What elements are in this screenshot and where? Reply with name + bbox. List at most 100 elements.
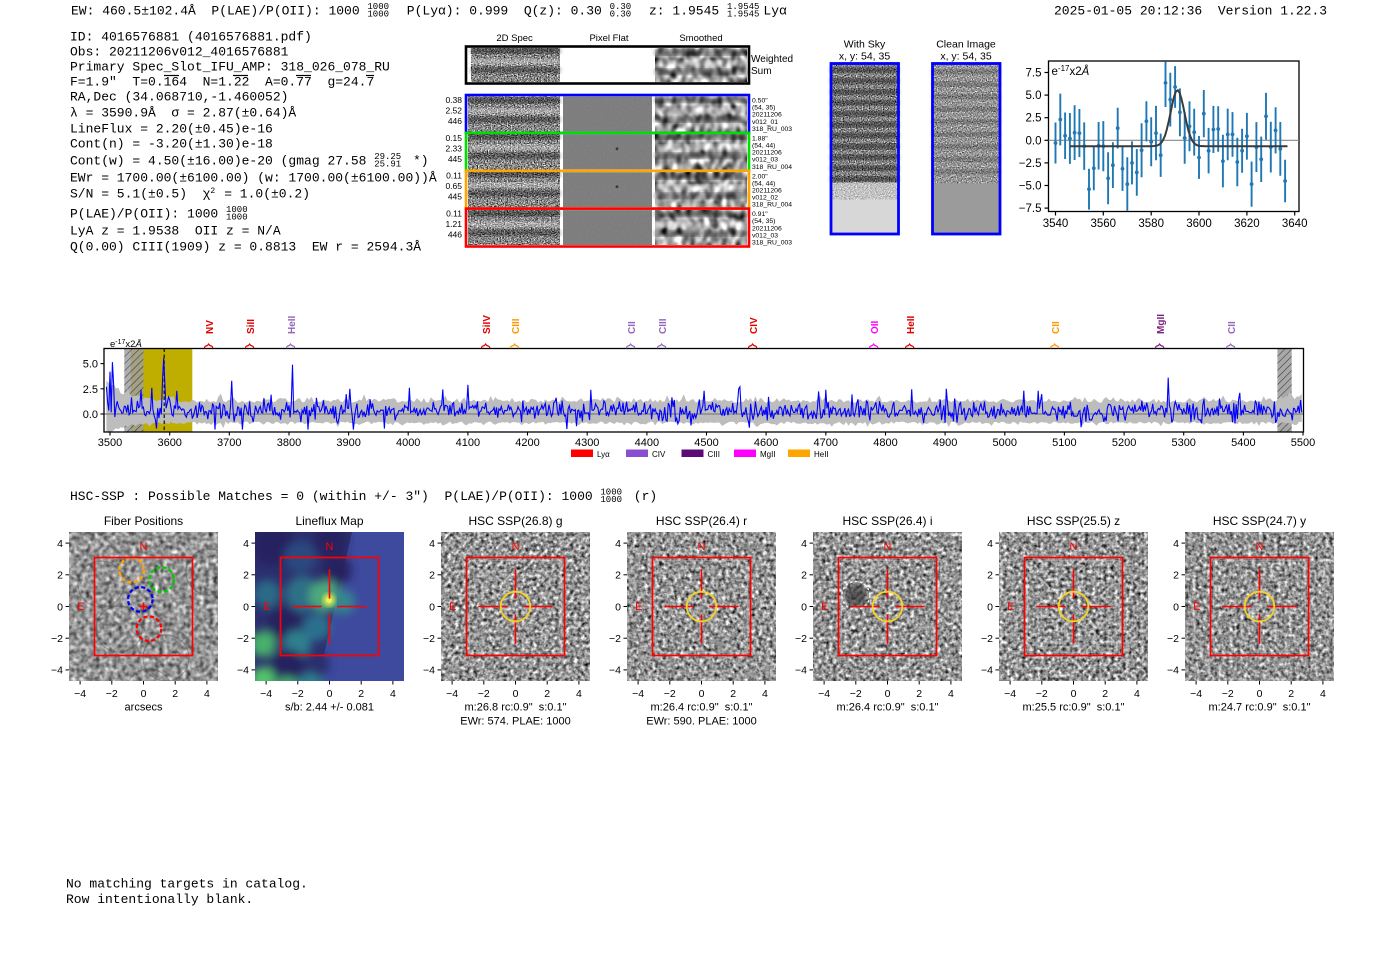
svg-text:RA,Dec (34.068710,-1.460052): RA,Dec (34.068710,-1.460052) [70,90,288,105]
svg-text:3620: 3620 [1234,218,1260,230]
svg-text:0.15: 0.15 [445,133,462,143]
svg-text:Primary Spec_Slot_IFU_AMP: 318: Primary Spec_Slot_IFU_AMP: 318_026_078_R… [70,60,390,75]
svg-text:4: 4 [1173,538,1179,550]
svg-text:0: 0 [885,688,891,700]
svg-text:−4: −4 [981,665,993,677]
svg-text:SiII: SiII [246,319,257,334]
svg-text:0.50": 0.50" [752,98,768,105]
svg-text:−2: −2 [292,688,304,700]
svg-text:4800: 4800 [873,437,897,449]
svg-text:1000: 1000 [367,10,389,20]
svg-text:−7.5: −7.5 [1019,203,1042,215]
svg-text:−4: −4 [1190,688,1202,700]
svg-text:−2: −2 [850,688,862,700]
svg-text:1000: 1000 [600,488,622,498]
svg-text:EWr = 1700.00(±6100.00) (w: 17: EWr = 1700.00(±6100.00) (w: 1700.00(±610… [70,171,437,186]
svg-text:HeII: HeII [814,450,829,459]
svg-text:E: E [821,601,828,613]
svg-text:m:26.4 rc:0.9" s:0.1": m:26.4 rc:0.9" s:0.1" [651,702,753,714]
svg-text:−4: −4 [423,665,435,677]
svg-text:3540: 3540 [1043,218,1069,230]
svg-text:v012_03: v012_03 [752,157,778,164]
svg-text:1.9545: 1.9545 [727,2,759,12]
svg-text:N: N [884,541,892,553]
svg-text:2: 2 [987,570,993,582]
svg-text:20211206: 20211206 [752,188,782,195]
svg-text:0: 0 [987,601,993,613]
svg-text:0.38: 0.38 [445,95,462,105]
svg-text:EWr: 574. PLAE: 1000: EWr: 574. PLAE: 1000 [460,716,570,728]
svg-text:2: 2 [801,570,807,582]
svg-text:4: 4 [576,688,582,700]
svg-text:4: 4 [429,538,435,550]
svg-text:2: 2 [544,688,550,700]
svg-text:−4: −4 [609,665,621,677]
svg-text:2: 2 [429,570,435,582]
svg-text:LineFlux = 2.20(±0.45)e-16: LineFlux = 2.20(±0.45)e-16 [70,122,273,137]
svg-text:4100: 4100 [456,437,480,449]
svg-text:1000: 1000 [226,205,248,215]
svg-text:CIII: CIII [511,318,522,334]
svg-text:4000: 4000 [396,437,420,449]
svg-text:N: N [698,541,706,553]
svg-text:5400: 5400 [1231,437,1255,449]
svg-text:m:24.7 rc:0.9" s:0.1": m:24.7 rc:0.9" s:0.1" [1209,702,1311,714]
svg-text:0: 0 [1173,601,1179,613]
svg-text:SiIV: SiIV [482,315,493,334]
svg-text:0: 0 [141,688,147,700]
svg-text:E: E [449,601,456,613]
svg-text:3640: 3640 [1282,218,1308,230]
svg-text:4200: 4200 [515,437,539,449]
svg-text:HeII: HeII [906,315,917,334]
svg-text:Obs: 20211206v012_4016576881: Obs: 20211206v012_4016576881 [70,45,289,60]
svg-text:−2: −2 [237,633,249,645]
svg-text:20211206: 20211206 [752,225,782,232]
svg-text:0: 0 [513,688,519,700]
svg-text:arcsecs: arcsecs [125,702,163,714]
svg-text:Lineflux Map: Lineflux Map [295,514,363,528]
svg-text:Lyα: Lyα [597,450,610,459]
svg-text:(54, 44): (54, 44) [752,180,775,187]
svg-text:2.00": 2.00" [752,173,768,180]
svg-text:HSC SSP(26.8) g: HSC SSP(26.8) g [468,514,562,528]
svg-text:4700: 4700 [814,437,838,449]
svg-text:0: 0 [57,601,63,613]
svg-text:445: 445 [448,192,462,202]
svg-text:0: 0 [1257,688,1263,700]
svg-text:HSC SSP(26.4) r: HSC SSP(26.4) r [656,514,747,528]
svg-text:4: 4 [57,538,63,550]
svg-text:HSC-SSP : Possible Matches = 0: HSC-SSP : Possible Matches = 0 (within +… [70,489,601,504]
svg-text:2: 2 [210,187,215,196]
svg-text:4: 4 [615,538,621,550]
svg-text:4: 4 [243,538,249,550]
svg-text:−2: −2 [51,633,63,645]
svg-text:CIV: CIV [652,450,666,459]
svg-text:2: 2 [1102,688,1108,700]
svg-text:4: 4 [762,688,768,700]
svg-text:0.91": 0.91" [752,211,768,218]
svg-text:N: N [512,541,520,553]
svg-text:e-17x2Å: e-17x2Å [1052,64,1090,78]
svg-text:3500: 3500 [98,437,122,449]
svg-text:Pixel Flat: Pixel Flat [589,33,628,44]
svg-text:0: 0 [699,688,705,700]
svg-text:x, y: 54, 35: x, y: 54, 35 [940,51,992,63]
svg-text:Lyα: Lyα [763,4,787,19]
svg-text:Row intentionally blank.: Row intentionally blank. [66,892,253,907]
svg-text:−4: −4 [1167,665,1179,677]
svg-text:0.65: 0.65 [445,181,462,191]
svg-text:(r): (r) [626,489,657,504]
svg-text:4: 4 [1320,688,1326,700]
svg-text:2: 2 [615,570,621,582]
svg-text:0: 0 [243,601,249,613]
svg-text:CII: CII [1227,321,1238,334]
svg-text:2: 2 [243,570,249,582]
svg-text:v012_03: v012_03 [752,232,778,239]
svg-text:3600: 3600 [1186,218,1212,230]
svg-text:−2: −2 [423,633,435,645]
svg-text:20211206: 20211206 [752,112,782,119]
svg-text:445: 445 [448,154,462,164]
svg-text:E: E [1007,601,1014,613]
svg-text:s/b: 2.44 +/- 0.081: s/b: 2.44 +/- 0.081 [285,702,374,714]
svg-text:−4: −4 [446,688,458,700]
